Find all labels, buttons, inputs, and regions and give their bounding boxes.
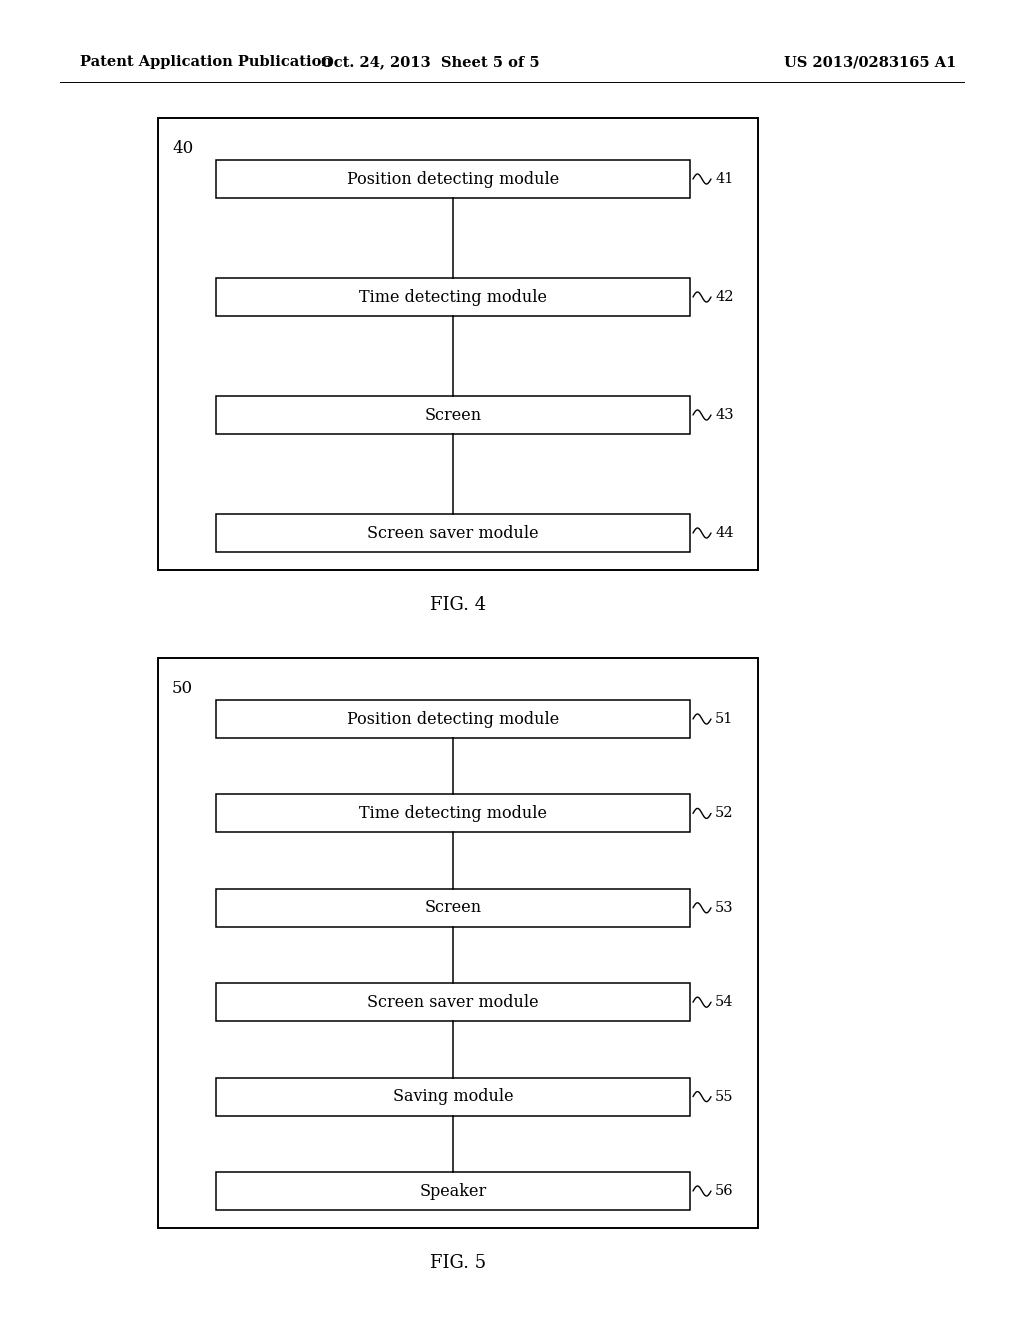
Text: Screen saver module: Screen saver module [368,994,539,1011]
Text: Screen saver module: Screen saver module [368,524,539,541]
Text: 52: 52 [715,807,733,821]
Text: Position detecting module: Position detecting module [347,710,559,727]
Bar [216,513,690,552]
Bar [216,396,690,434]
Bar [216,1077,690,1115]
Text: 56: 56 [715,1184,733,1199]
Bar [216,888,690,927]
Text: Speaker: Speaker [420,1183,486,1200]
Bar [216,279,690,315]
Text: Screen: Screen [424,407,481,424]
Text: 53: 53 [715,900,733,915]
Text: FIG. 4: FIG. 4 [430,597,486,614]
Bar [216,700,690,738]
Text: 55: 55 [715,1089,733,1104]
Text: Patent Application Publication: Patent Application Publication [80,55,332,69]
Bar [216,983,690,1022]
Text: 51: 51 [715,711,733,726]
Bar [216,1172,690,1210]
Text: US 2013/0283165 A1: US 2013/0283165 A1 [783,55,956,69]
Text: 50: 50 [172,680,194,697]
Text: Oct. 24, 2013  Sheet 5 of 5: Oct. 24, 2013 Sheet 5 of 5 [321,55,540,69]
Bar [216,160,690,198]
Text: 41: 41 [715,172,733,186]
Bar [158,117,758,570]
Text: FIG. 5: FIG. 5 [430,1254,486,1272]
Text: 43: 43 [715,408,733,422]
Text: 40: 40 [172,140,194,157]
Bar [216,795,690,833]
Text: Time detecting module: Time detecting module [359,805,547,822]
Text: Position detecting module: Position detecting module [347,170,559,187]
Text: Screen: Screen [424,899,481,916]
Text: 44: 44 [715,525,733,540]
Text: Time detecting module: Time detecting module [359,289,547,305]
Bar [158,657,758,1228]
Text: 42: 42 [715,290,733,304]
Text: 54: 54 [715,995,733,1010]
Text: Saving module: Saving module [392,1088,513,1105]
